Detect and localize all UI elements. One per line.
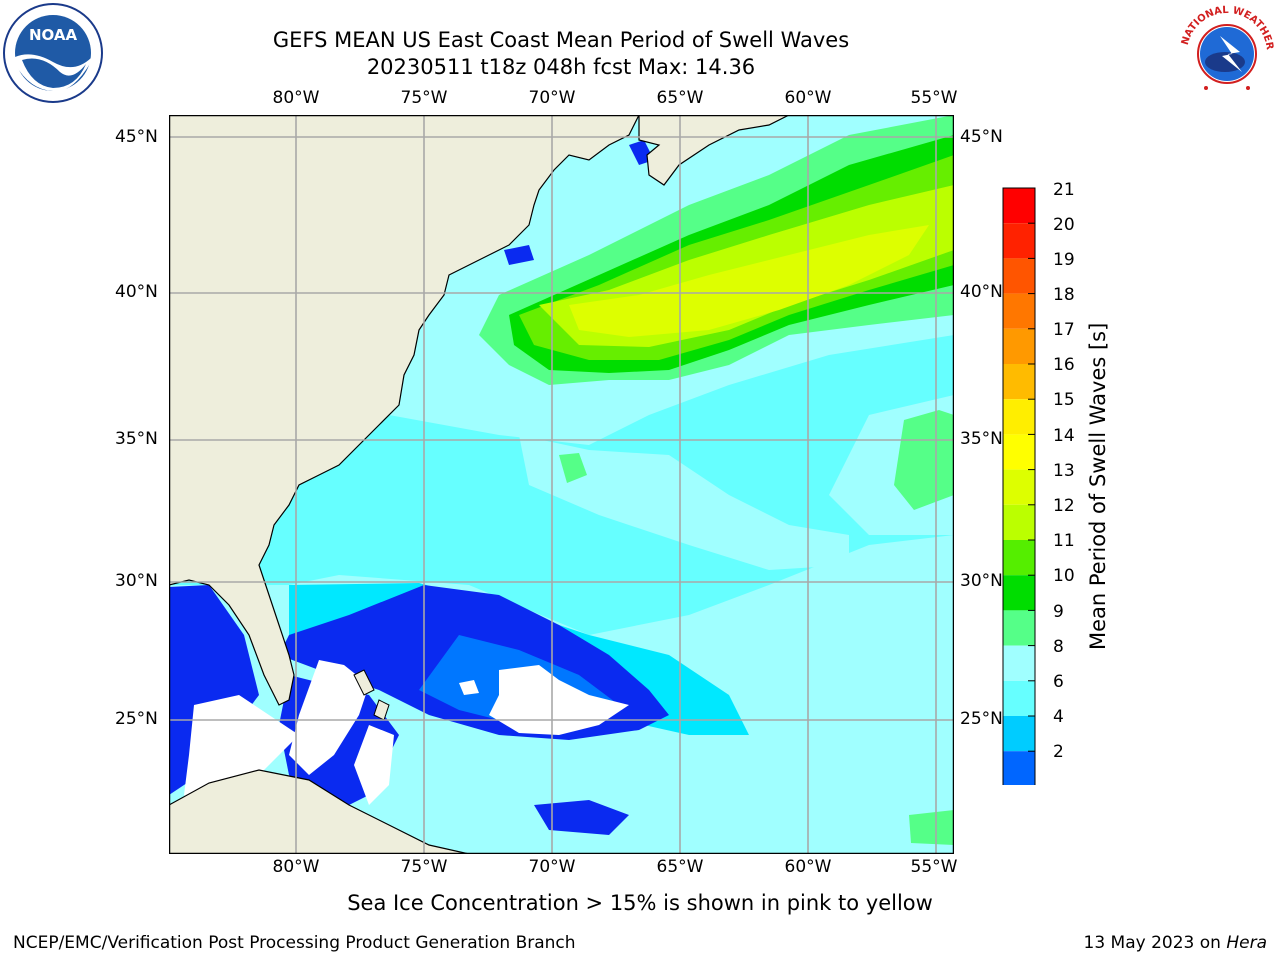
land-bahamas [353,669,375,696]
colorbar-label: Mean Period of Swell Waves [s] [1086,322,1110,650]
colorbar-segment [1003,364,1035,400]
colorbar-tick: 12 [1053,496,1075,516]
sea-ice-note: Sea Ice Concentration > 15% is shown in … [0,891,1280,915]
credit-date: 13 May 2023 on Hera [1084,933,1268,953]
chart-subtitle: 20230511 t18z 048h fcst Max: 14.36 [366,55,756,79]
colorbar-tick: 20 [1053,215,1075,235]
lat-label-right: 30°N [960,571,1003,591]
lon-label-bottom: 60°W [784,857,832,877]
credit-branch: NCEP/EMC/Verification Post Processing Pr… [13,933,576,953]
map-frame [169,115,954,854]
swell-field-9-10s [894,410,954,510]
colorbar [1002,187,1036,785]
colorbar-segment [1003,399,1035,435]
colorbar-tick: 17 [1053,320,1075,340]
credit-machine: Hera [1226,933,1267,953]
lon-label-top: 60°W [784,88,832,108]
no-data-area [459,680,479,695]
lat-label-right: 35°N [960,429,1003,449]
no-data-area [354,725,394,805]
colorbar-tick: 11 [1053,531,1075,551]
land-cuba [169,769,470,854]
lat-label-left: 30°N [115,571,158,591]
colorbar-segment [1003,751,1035,785]
colorbar-tick: 2 [1053,742,1064,762]
lat-label-right: 25°N [960,709,1003,729]
lon-label-top: 75°W [400,88,448,108]
colorbar-segment [1003,223,1035,259]
colorbar-segment [1003,328,1035,364]
swell-field-2-4s [534,800,629,835]
lon-label-top: 55°W [910,88,958,108]
nws-logo: NATIONAL WEATHER SERVICE [1176,2,1276,102]
colorbar-segment [1003,680,1035,716]
colorbar-tick: 18 [1053,285,1075,305]
colorbar-segment [1003,575,1035,611]
land-nova-scotia [638,115,790,186]
graticule [169,115,954,854]
colorbar-segment [1003,610,1035,646]
swell-field-8-9s [529,165,629,235]
land-north-america [169,115,640,706]
swell-field-9-10s [909,810,954,845]
lat-label-left: 25°N [115,709,158,729]
colorbar-tick: 8 [1053,637,1064,657]
colorbar-frame [1002,187,1036,785]
colorbar-segment [1003,504,1035,540]
no-data-area [289,660,369,775]
lon-label-bottom: 65°W [656,857,704,877]
lon-label-bottom: 75°W [400,857,448,877]
colorbar-tick: 6 [1053,672,1064,692]
sea-ice-note-text: Sea Ice Concentration > 15% is shown in … [347,891,933,915]
lon-label-bottom: 70°W [528,857,576,877]
colorbar-segment [1003,645,1035,681]
lon-label-top: 70°W [528,88,576,108]
noaa-logo: NOAA [3,3,103,103]
lat-label-left: 40°N [115,282,158,302]
colorbar-tick: 9 [1053,602,1064,622]
lon-label-bottom: 80°W [272,857,320,877]
colorbar-tick: 15 [1053,390,1075,410]
lon-label-top: 65°W [656,88,704,108]
colorbar-segment [1003,258,1035,294]
swell-field-2-4s [504,245,534,265]
swell-field-9-10s [559,453,587,483]
colorbar-segment [1003,540,1035,576]
no-data-area [489,665,629,735]
chart-title: GEFS MEAN US East Coast Mean Period of S… [272,28,850,52]
colorbar-tick: 21 [1053,180,1075,200]
swell-field-8-9s [519,435,849,570]
colorbar-tick: 19 [1053,250,1075,270]
colorbar-tick: 4 [1053,707,1064,727]
lon-label-top: 80°W [272,88,320,108]
colorbar-segment [1003,716,1035,752]
credit-date-text: 13 May 2023 on [1083,933,1227,953]
colorbar-tick: 10 [1053,566,1075,586]
colorbar-tick: 13 [1053,461,1075,481]
colorbar-tick: 16 [1053,355,1075,375]
swell-field-13-14s [569,225,929,337]
noaa-logo-text: NOAA [29,26,78,44]
lat-label-left: 35°N [115,429,158,449]
lat-label-right: 40°N [960,282,1003,302]
colorbar-segment [1003,434,1035,470]
colorbar-tick: 14 [1053,426,1075,446]
lon-label-bottom: 55°W [910,857,958,877]
colorbar-segment [1003,469,1035,505]
lat-label-right: 45°N [960,127,1003,147]
swell-period-map [169,115,954,854]
lat-label-left: 45°N [115,127,158,147]
colorbar-segment [1003,188,1035,224]
colorbar-segment [1003,293,1035,329]
